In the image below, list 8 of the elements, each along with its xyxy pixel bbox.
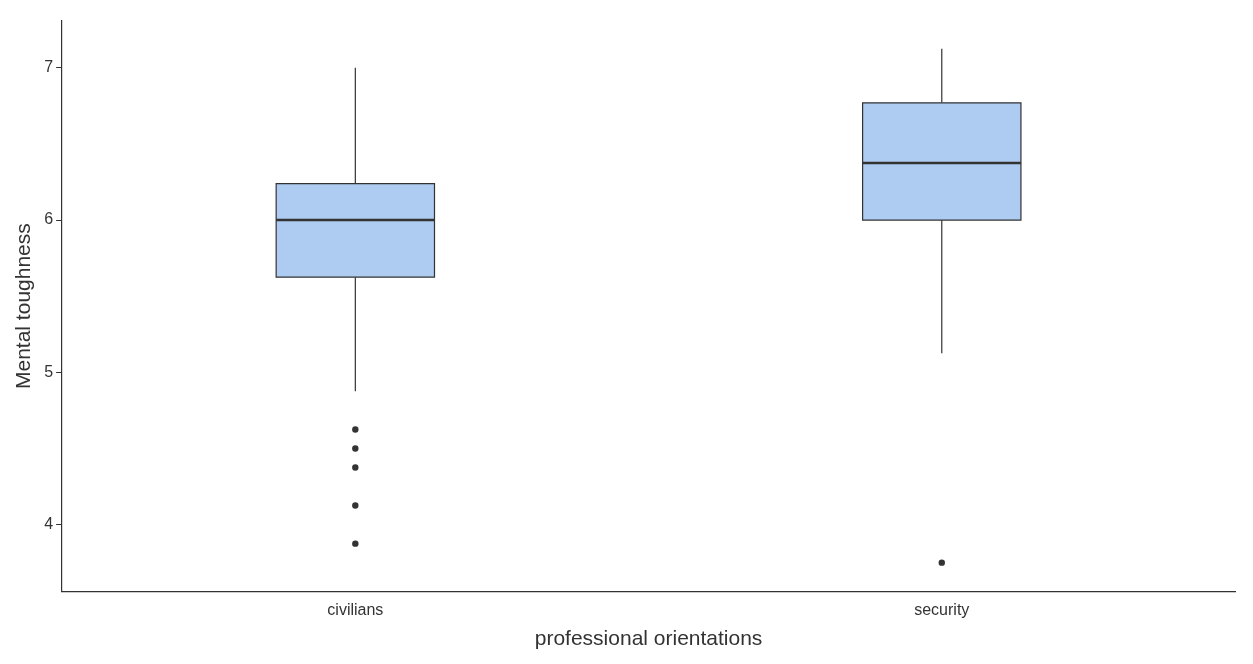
y-axis-title: Mental toughness: [11, 223, 35, 389]
x-axis-title: professional orientations: [534, 626, 763, 650]
y-tick-label: 7: [44, 58, 54, 76]
y-tick-label: 6: [44, 210, 54, 228]
x-tick-label: civilians: [327, 600, 384, 618]
y-tick-label: 4: [44, 515, 54, 533]
y-tick-label: 5: [44, 362, 54, 380]
x-tick-label: security: [914, 600, 970, 618]
